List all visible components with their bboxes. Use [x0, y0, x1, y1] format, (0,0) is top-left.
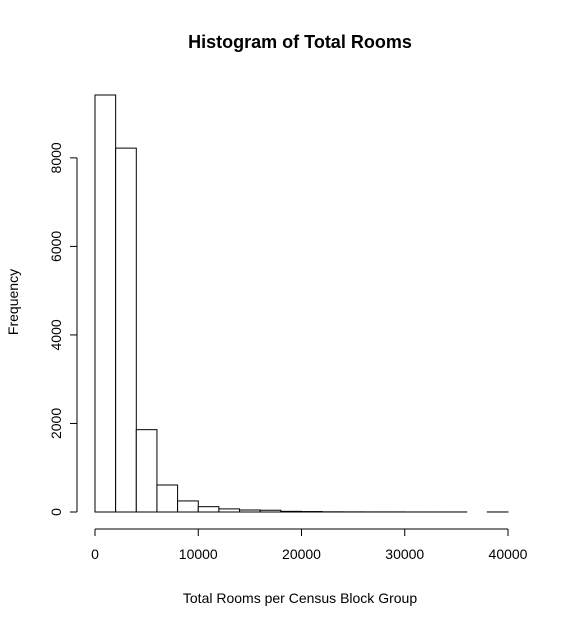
histogram-bar: [177, 500, 199, 513]
chart-title: Histogram of Total Rooms: [188, 32, 412, 52]
y-tick-label: 6000: [48, 231, 64, 262]
histogram-bar: [115, 147, 137, 513]
histogram-bar: [218, 508, 241, 513]
histogram-bar: [94, 94, 117, 513]
x-axis: 0 10000 20000 30000 40000: [91, 528, 528, 562]
x-axis-label: Total Rooms per Census Block Group: [183, 590, 417, 606]
y-tick-label: 4000: [48, 319, 64, 350]
y-tick-label: 0: [48, 508, 64, 516]
histogram-bar: [135, 429, 158, 513]
histogram-bar: [280, 510, 303, 513]
y-tick-label: 8000: [48, 142, 64, 173]
histogram-bar: [239, 509, 261, 513]
x-tick-label: 40000: [489, 546, 528, 562]
y-axis-label: Frequency: [5, 269, 21, 335]
bars-group: [94, 94, 509, 513]
y-tick-label: 2000: [48, 408, 64, 439]
x-tick-label: 20000: [282, 546, 321, 562]
histogram-bar: [259, 509, 282, 513]
y-axis: 0 2000 4000 6000 8000: [48, 142, 78, 516]
x-tick-label: 30000: [385, 546, 424, 562]
x-tick-label: 0: [91, 546, 99, 562]
histogram-bar: [197, 506, 220, 513]
x-tick-label: 10000: [179, 546, 218, 562]
histogram-bar: [156, 484, 179, 513]
